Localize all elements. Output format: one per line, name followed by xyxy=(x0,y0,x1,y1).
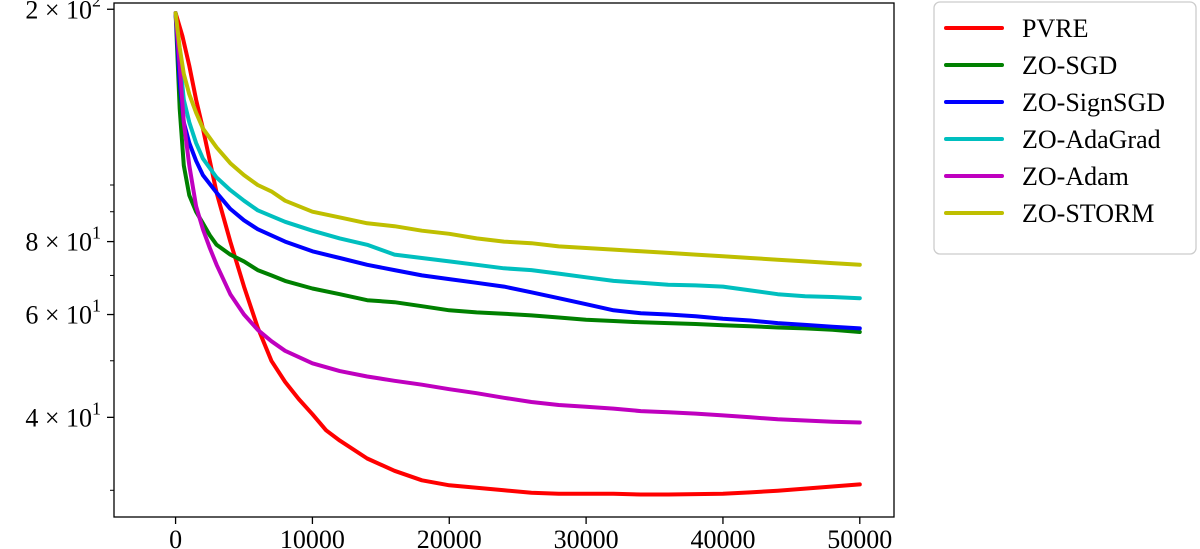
plot-frame xyxy=(113,2,895,518)
x-tick-label: 10000 xyxy=(280,525,345,549)
legend: PVRE ZO-SGD ZO-SignSGD ZO-AdaGrad ZO-Adam ZO-… xyxy=(933,1,1197,255)
legend-label: ZO-STORM xyxy=(1022,199,1154,228)
legend-label: ZO-AdaGrad xyxy=(1022,125,1161,154)
legend-label: PVRE xyxy=(1022,14,1088,43)
x-tick-label: 40000 xyxy=(690,525,755,549)
series-line-3 xyxy=(173,11,862,301)
legend-label: ZO-SignSGD xyxy=(1022,88,1165,117)
legend-label: ZO-SGD xyxy=(1022,51,1117,80)
x-tick-label: 30000 xyxy=(554,525,619,549)
y-tick-label: 4 × 101 xyxy=(25,398,101,432)
series-line-0 xyxy=(173,11,862,497)
legend-label: ZO-Adam xyxy=(1022,162,1129,191)
x-tick-label: 50000 xyxy=(827,525,892,549)
y-tick-label: 8 × 101 xyxy=(25,223,101,257)
x-tick-label: 20000 xyxy=(417,525,482,549)
series-line-2 xyxy=(173,11,862,331)
series-line-4 xyxy=(173,11,862,425)
series-line-5 xyxy=(173,11,862,267)
series-line-1 xyxy=(173,11,862,334)
y-tick-label: 6 × 101 xyxy=(25,296,101,330)
x-tick-label: 0 xyxy=(169,525,182,549)
y-tick-label: 2 × 102 xyxy=(25,0,101,24)
axis-layer: 0 10000 20000 30000 40000 50000 2 × 102 8 × 101… xyxy=(25,0,892,549)
series-layer xyxy=(173,11,862,497)
